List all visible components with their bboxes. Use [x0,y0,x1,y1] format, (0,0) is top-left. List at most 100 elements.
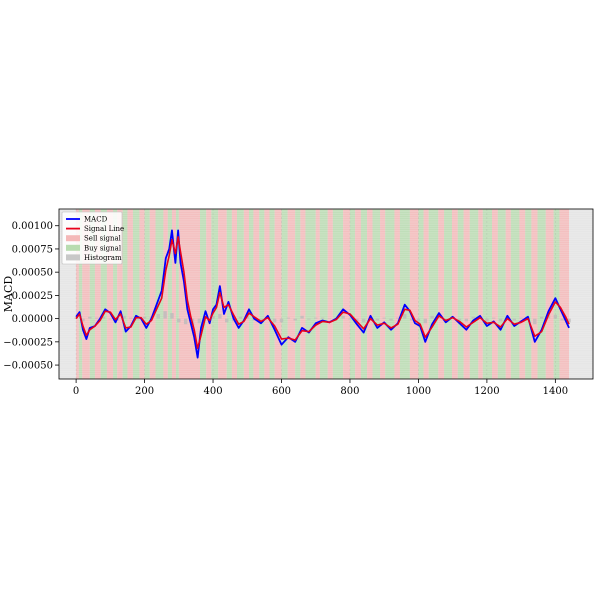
sell-signal-band [367,209,373,379]
sell-signal-band [492,209,498,379]
legend-label: Histogram [84,254,122,262]
buy-signal-band [176,209,179,379]
histogram-bar [361,318,366,323]
sell-signal-band [76,209,79,379]
buy-signal-band [525,209,532,379]
histogram-bar [375,318,380,321]
buy-signal-band [332,209,344,379]
legend-swatch-patch [66,235,80,242]
sell-signal-band [519,209,526,379]
histogram-bar [348,318,352,320]
sell-signal-band [438,209,445,379]
buy-signal-band [537,209,546,379]
histogram-bar [88,316,92,319]
buy-signal-band [122,209,128,379]
histogram-bar [225,318,229,323]
histogram-bar [122,315,126,319]
buy-signal-band [510,209,520,379]
histogram-bar [218,313,222,319]
buy-signal-band [269,209,275,379]
histogram-bar [307,318,311,320]
buy-signal-band [349,209,356,379]
histogram-bar [211,315,215,319]
histogram-bar [183,318,188,325]
histogram-bar [108,318,113,320]
histogram-bar [163,311,167,319]
histogram-bar [272,318,277,323]
histogram-bar [94,317,99,319]
y-tick-label: 0.00100 [12,221,53,232]
sell-signal-band [423,209,429,379]
series-lines [75,229,570,359]
buy-signal-band [399,209,410,379]
buy-signal-band [200,209,207,379]
buy-signal-band [113,209,118,379]
histogram-bar [142,316,147,319]
histogram-bar [464,318,469,322]
legend-label: MACD [84,216,108,224]
sell-signal-band [163,209,168,379]
buy-signal-band [305,209,316,379]
sell-signal-band [106,209,114,379]
sell-signal-band [149,209,156,379]
histogram-bar [320,317,325,319]
buy-signal-band [497,209,506,379]
histogram-bar [403,313,407,319]
plot-frame [58,208,594,380]
buy-signal-band [482,209,493,379]
buy-signal-band [281,209,288,379]
sell-signal-band [327,209,333,379]
buy-signal-band [155,209,164,379]
histogram-bar [341,315,345,319]
buy-signal-band [553,209,560,379]
sell-signal-band [274,209,282,379]
legend-label: Signal Line [84,225,124,233]
y-tick-label: 0.00025 [12,291,53,302]
buy-signal-band [418,209,424,379]
sell-signal-band [505,209,511,379]
buy-signal-band [78,209,83,379]
histogram-bar [533,318,537,325]
buy-signal-band [372,209,381,379]
histogram-bar [238,316,243,319]
histogram-bar [355,318,359,322]
sell-signal-band [559,209,570,379]
buy-signal-band [360,209,368,379]
histogram-bar [396,317,400,319]
sell-signal-band [380,209,386,379]
histogram-bar [129,317,133,319]
histogram-bar [259,318,263,321]
buy-signal-band [248,209,254,379]
grid-lines [59,209,593,379]
histogram-bar [553,314,558,319]
buy-signal-band [444,209,452,379]
histogram-bar [423,318,427,324]
sell-signal-band [478,209,483,379]
y-tick-label: 0.00000 [12,314,53,325]
signal-bands [76,209,570,379]
legend-swatch-patch [66,254,80,261]
buy-signal-band [144,209,150,379]
legend-label: Sell signal [84,235,122,243]
buy-signal-band [89,209,95,379]
histogram-bar [492,317,496,319]
sell-signal-band [463,209,470,379]
y-tick-label: 0.00050 [12,268,53,279]
y-tick-label: −0.00025 [3,337,53,348]
sell-signal-band [451,209,458,379]
sell-signal-band [409,209,419,379]
buy-signal-band [100,209,107,379]
sell-signal-band [139,209,145,379]
sell-signal-band [253,209,260,379]
histogram-bar [293,318,297,321]
histogram-bar [101,316,106,319]
histogram-bar [519,317,523,319]
buy-signal-band [319,209,328,379]
histogram-bar [286,317,291,319]
x-axis-ticks: 0 200 400 600 800 1000 1200 1400 [73,379,568,397]
histogram-bar [567,318,571,323]
y-axis-ticks: −0.00050 −0.00025 0.00000 0.00025 0.00050 0.0… [3,221,59,372]
histogram-bar [539,316,544,319]
legend-label: Buy signal [84,244,122,252]
